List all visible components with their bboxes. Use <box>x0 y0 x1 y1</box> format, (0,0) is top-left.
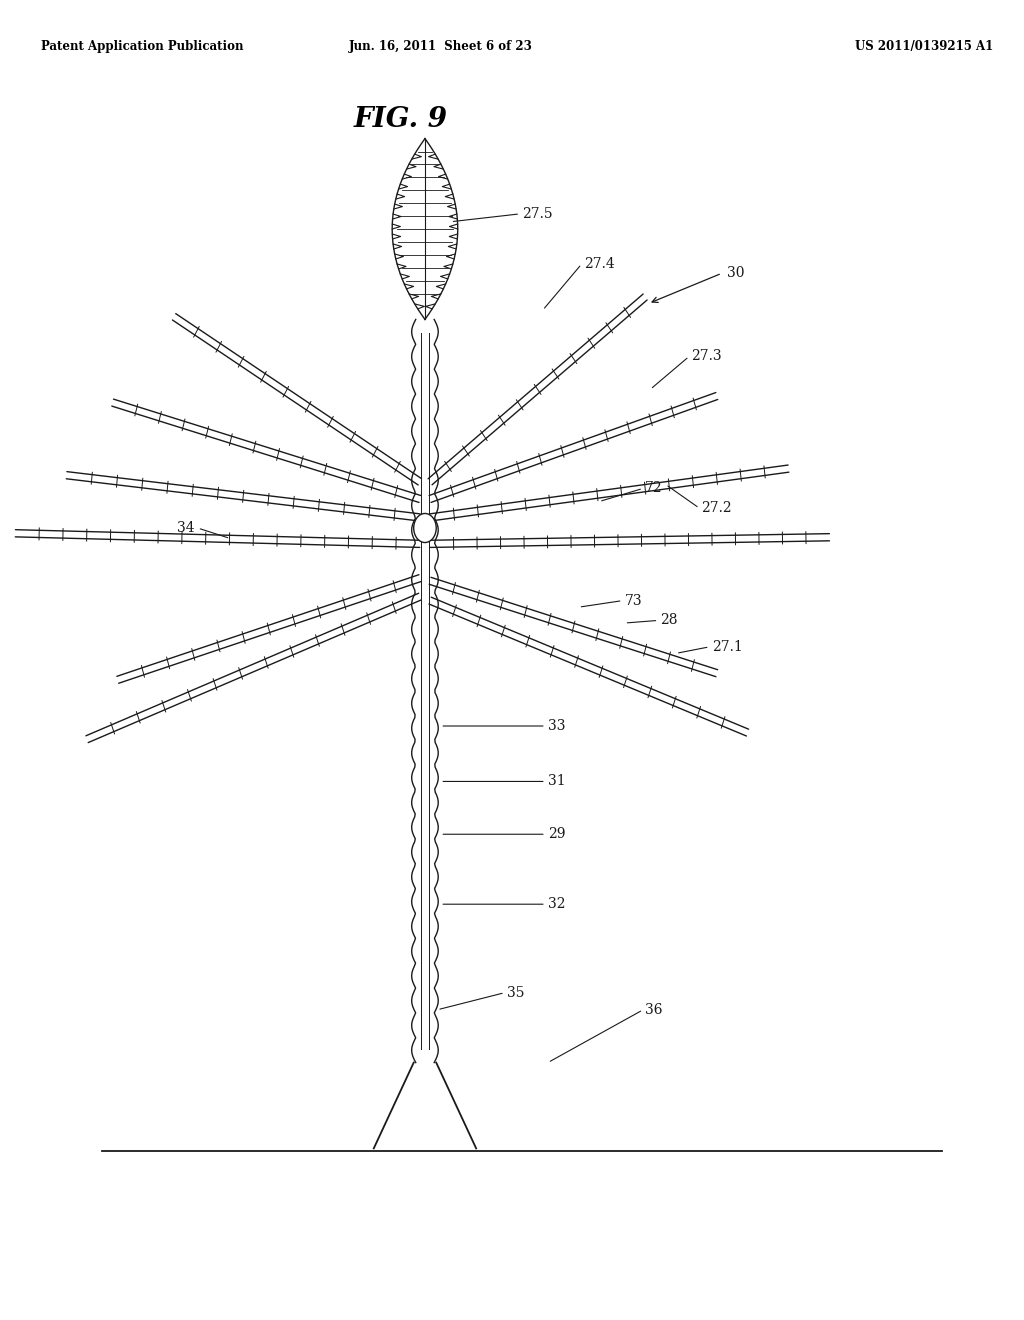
Text: 27.3: 27.3 <box>691 350 722 363</box>
Text: 31: 31 <box>548 775 565 788</box>
Text: 35: 35 <box>507 986 524 999</box>
Text: FIG. 9: FIG. 9 <box>353 106 447 132</box>
Text: 27.2: 27.2 <box>701 502 732 515</box>
Text: 30: 30 <box>727 267 744 280</box>
Text: 27.4: 27.4 <box>584 257 614 271</box>
Text: 36: 36 <box>645 1003 663 1016</box>
Text: 73: 73 <box>625 594 642 607</box>
Text: Jun. 16, 2011  Sheet 6 of 23: Jun. 16, 2011 Sheet 6 of 23 <box>348 40 532 53</box>
Text: US 2011/0139215 A1: US 2011/0139215 A1 <box>855 40 993 53</box>
Text: 28: 28 <box>660 614 678 627</box>
Text: 27.1: 27.1 <box>712 640 742 653</box>
Text: 27.5: 27.5 <box>522 207 553 220</box>
Text: 34: 34 <box>177 521 195 535</box>
Text: 29: 29 <box>548 828 565 841</box>
Text: 32: 32 <box>548 898 565 911</box>
Text: 72: 72 <box>645 482 663 495</box>
Text: Patent Application Publication: Patent Application Publication <box>41 40 244 53</box>
Text: 33: 33 <box>548 719 565 733</box>
Circle shape <box>414 513 436 543</box>
